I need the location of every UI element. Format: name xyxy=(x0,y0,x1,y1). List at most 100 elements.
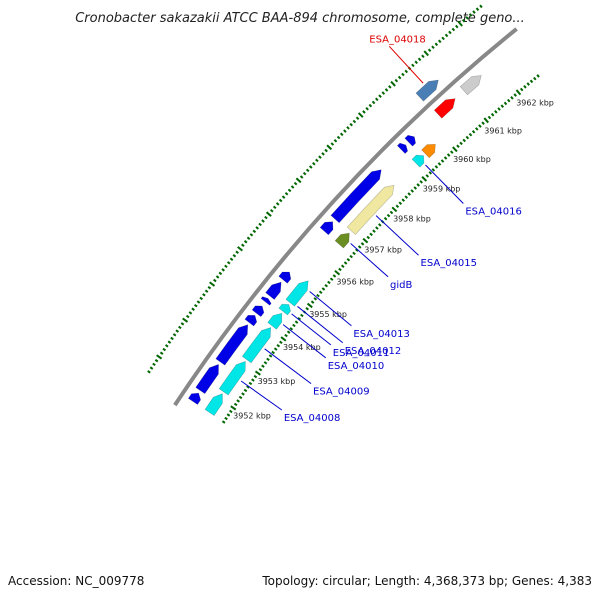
minor-tick xyxy=(249,233,254,237)
minor-tick xyxy=(472,10,476,14)
minor-tick xyxy=(327,280,331,285)
minor-tick xyxy=(401,198,406,202)
minor-tick xyxy=(440,159,445,163)
minor-tick xyxy=(340,264,345,268)
gene-feature[interactable] xyxy=(215,324,249,366)
gene-feature[interactable] xyxy=(278,303,291,316)
minor-tick xyxy=(284,333,288,338)
gene-label[interactable]: ESA_04008 xyxy=(284,413,341,424)
minor-tick xyxy=(407,192,411,196)
gene-feature[interactable] xyxy=(319,221,334,236)
gene-feature[interactable] xyxy=(218,360,246,396)
gene-feature[interactable] xyxy=(195,363,219,395)
gene-feature[interactable] xyxy=(285,280,309,307)
minor-tick xyxy=(437,39,442,44)
minor-tick xyxy=(233,402,238,407)
minor-tick xyxy=(513,93,517,97)
tick-label: 3955 kbp xyxy=(309,310,347,319)
gene-feature[interactable] xyxy=(241,327,272,364)
gene-feature[interactable] xyxy=(404,134,416,147)
gene-label[interactable]: ESA_04016 xyxy=(465,206,522,217)
gene-feature[interactable] xyxy=(260,296,272,306)
minor-tick xyxy=(258,222,262,227)
gene-feature[interactable] xyxy=(396,142,408,154)
minor-tick xyxy=(255,226,259,230)
minor-tick xyxy=(333,139,338,143)
minor-tick xyxy=(266,357,270,362)
gene-feature[interactable] xyxy=(421,143,436,159)
gene-feature[interactable] xyxy=(204,393,223,417)
minor-tick xyxy=(178,325,182,330)
gene-feature[interactable] xyxy=(459,75,482,96)
minor-tick xyxy=(414,60,418,65)
minor-tick xyxy=(321,287,326,291)
minor-tick xyxy=(410,189,414,193)
gene-label[interactable]: gidB xyxy=(390,280,412,291)
gene-label[interactable]: ESA_04018 xyxy=(369,34,426,45)
minor-tick xyxy=(510,96,514,100)
gene-label[interactable]: ESA_04009 xyxy=(313,387,370,398)
minor-tick xyxy=(343,129,347,133)
minor-tick xyxy=(152,362,156,367)
minor-tick xyxy=(271,350,275,355)
minor-tick xyxy=(372,229,376,233)
minor-tick xyxy=(378,223,382,227)
minor-tick xyxy=(318,155,322,159)
minor-tick xyxy=(207,285,212,290)
minor-tick xyxy=(441,36,445,41)
label-leader-line xyxy=(297,306,344,344)
minor-tick xyxy=(185,314,190,319)
gene-label[interactable]: ESA_04011 xyxy=(333,348,390,359)
gene-feature[interactable] xyxy=(415,79,439,102)
gene-feature[interactable] xyxy=(267,312,283,330)
major-tick xyxy=(306,302,313,309)
gene-feature[interactable] xyxy=(433,98,456,119)
label-leader-line xyxy=(282,324,327,359)
minor-tick xyxy=(427,48,432,53)
gene-label[interactable]: ESA_04012 xyxy=(345,346,402,357)
gene-feature[interactable] xyxy=(330,169,382,224)
gene-feature[interactable] xyxy=(334,232,350,249)
minor-tick xyxy=(226,413,231,417)
gene-feature[interactable] xyxy=(346,184,395,235)
minor-tick xyxy=(236,399,240,403)
major-tick xyxy=(357,112,364,118)
minor-tick xyxy=(437,162,442,166)
minor-tick xyxy=(506,98,511,103)
minor-tick xyxy=(349,254,353,259)
major-tick xyxy=(362,237,369,244)
minor-tick xyxy=(268,354,273,358)
label-leader-line xyxy=(309,291,352,327)
gene-feature[interactable] xyxy=(278,271,292,284)
minor-tick xyxy=(352,251,356,256)
gene-label[interactable]: ESA_04013 xyxy=(353,329,410,340)
minor-tick xyxy=(362,110,366,114)
label-leader-line xyxy=(388,45,424,84)
minor-tick xyxy=(293,181,298,186)
gene-feature[interactable] xyxy=(411,154,425,168)
minor-tick xyxy=(213,278,217,283)
backbone-layer xyxy=(173,27,518,407)
minor-tick xyxy=(191,307,195,311)
minor-tick xyxy=(154,358,159,363)
gene-feature[interactable] xyxy=(187,392,201,405)
gene-feature[interactable] xyxy=(251,305,265,318)
minor-tick xyxy=(226,261,231,265)
minor-tick xyxy=(349,122,353,127)
gene-feature[interactable] xyxy=(265,281,282,300)
feature-layer xyxy=(187,75,482,417)
gene-label[interactable]: ESA_04015 xyxy=(421,258,478,269)
gene-feature[interactable] xyxy=(244,314,258,327)
minor-tick xyxy=(241,392,245,396)
minor-tick xyxy=(269,208,274,213)
minor-tick xyxy=(224,264,228,269)
minor-tick xyxy=(248,381,253,386)
minor-tick xyxy=(421,54,425,59)
minor-tick xyxy=(479,4,483,9)
gene-label[interactable]: ESA_04010 xyxy=(328,361,385,372)
minor-tick xyxy=(448,30,452,35)
minor-tick xyxy=(316,293,320,298)
minor-tick xyxy=(235,250,239,254)
minor-tick xyxy=(355,248,359,252)
minor-tick xyxy=(434,42,439,47)
